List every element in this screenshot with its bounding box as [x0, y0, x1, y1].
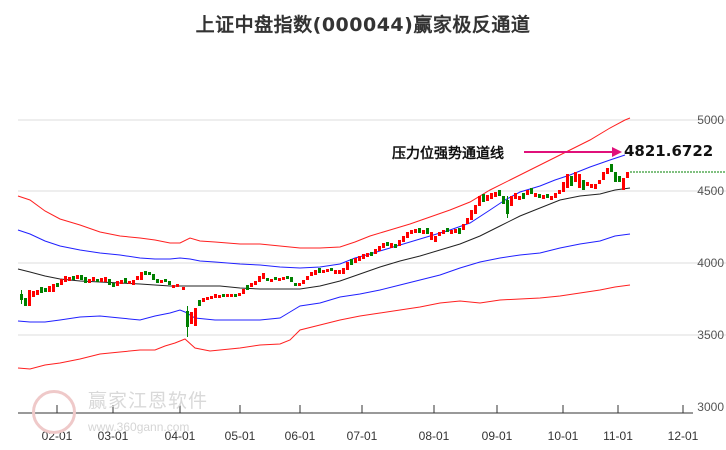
chart-title: 上证中盘指数(000044)赢家极反通道	[195, 14, 531, 36]
y-axis-labels: 5000 4500 4000 3500 3000	[697, 113, 724, 414]
annotation-arrow	[524, 147, 622, 157]
svg-text:06-01: 06-01	[285, 429, 316, 443]
upper-outer-band	[17, 117, 631, 249]
candlesticks	[20, 164, 629, 337]
grid-lines	[18, 119, 726, 336]
svg-text:5000: 5000	[697, 113, 724, 127]
svg-text:11-01: 11-01	[603, 429, 633, 443]
middle-line	[17, 187, 631, 290]
svg-text:4000: 4000	[697, 256, 724, 270]
svg-text:4500: 4500	[697, 184, 724, 198]
x-axis-labels: 02-01 03-01 04-01 05-01 06-01 07-01 08-0…	[42, 429, 699, 443]
svg-text:04-01: 04-01	[165, 429, 196, 443]
svg-text:09-01: 09-01	[482, 429, 513, 443]
svg-text:03-01: 03-01	[98, 429, 129, 443]
resistance-value: 4821.6722	[624, 142, 714, 160]
lower-outer-band	[17, 284, 631, 370]
svg-text:10-01: 10-01	[548, 429, 579, 443]
svg-text:07-01: 07-01	[347, 429, 378, 443]
upper-inner-band	[17, 154, 626, 269]
lower-inner-band	[17, 233, 631, 323]
watermark-url: www.360gann.com	[88, 420, 190, 434]
watermark-seal-icon	[32, 390, 76, 434]
resistance-channel-label: 压力位强势通道线	[392, 146, 504, 162]
svg-text:12-01: 12-01	[668, 429, 699, 443]
svg-text:08-01: 08-01	[419, 429, 450, 443]
watermark-brand: 赢家江恩软件	[88, 390, 209, 412]
svg-text:05-01: 05-01	[225, 429, 256, 443]
svg-text:3500: 3500	[697, 328, 724, 342]
svg-text:3000: 3000	[697, 400, 724, 414]
